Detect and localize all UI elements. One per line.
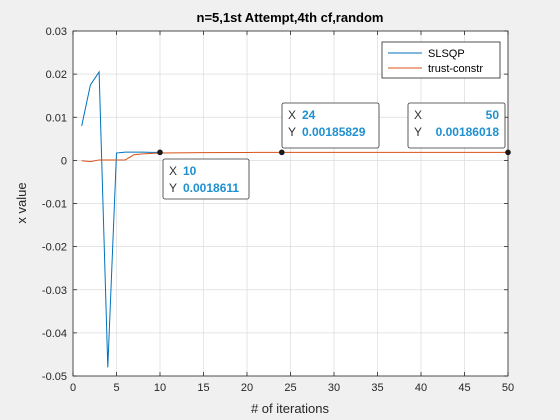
chart-title: n=5,1st Attempt,4th cf,random (197, 10, 384, 25)
datatip-x-value: 50 (486, 108, 500, 122)
x-tick-label: 50 (502, 382, 514, 394)
y-tick-label: -0.04 (42, 328, 67, 340)
y-tick-label: -0.02 (42, 242, 67, 254)
datatip[interactable]: XY 50 0.00186018 (407, 102, 511, 156)
x-tick-label: 0 (70, 382, 76, 394)
datatip-box (162, 158, 250, 200)
y-tick-label: -0.01 (42, 199, 67, 211)
datatip[interactable]: XY 24 0.00185829 (279, 102, 380, 156)
x-tick-label: 45 (458, 382, 470, 394)
legend-box (381, 41, 501, 79)
x-tick-label: 15 (197, 382, 209, 394)
datatip[interactable]: XY 10 0.0018611 (157, 149, 250, 200)
datatip-marker[interactable] (279, 149, 285, 156)
tick-labels: 0 5 10 15 20 25 30 35 40 45 50 0.03 0.02 0.01 0 -0.01 -0… (42, 26, 514, 394)
x-tick-label: 35 (371, 382, 383, 394)
datatip-x-value: 10 (183, 164, 197, 178)
ticks (72, 30, 509, 377)
y-tick-label: 0.01 (46, 112, 67, 124)
datatip-x-key: X (414, 108, 422, 122)
x-tick-label: 30 (328, 382, 340, 394)
x-tick-label: 40 (415, 382, 427, 394)
y-tick-label: -0.03 (42, 285, 67, 297)
datatip-x-value: 24 (302, 108, 316, 122)
x-tick-label: 5 (113, 382, 119, 394)
series-layer (81, 70, 508, 368)
x-axis-label: # of iterations (251, 401, 330, 416)
datatip-y-value: 0.0018611 (183, 181, 239, 195)
datatip-x-key: X (288, 108, 296, 122)
datatip-y-value: 0.00186018 (436, 125, 500, 139)
x-tick-label: 10 (154, 382, 166, 394)
datatips: XY100.0018611XY240.00185829XY500.0018601… (157, 102, 511, 200)
x-tick-label: 20 (241, 382, 253, 394)
series-line-trust-constr (81, 151, 508, 163)
legend-label: trust-constr (428, 63, 483, 75)
datatip-marker[interactable] (505, 149, 511, 156)
legend[interactable]: SLSQP trust-constr (381, 41, 501, 79)
y-tick-label: 0.03 (46, 26, 67, 38)
datatip-x-key: X (169, 164, 177, 178)
x-tick-label: 25 (284, 382, 296, 394)
datatip-y-value: 0.00185829 (302, 125, 366, 139)
series-line-slsqp (81, 70, 160, 368)
y-tick-label: 0.02 (46, 69, 67, 81)
y-tick-label: 0 (61, 155, 67, 167)
datatip-box (281, 102, 380, 149)
datatip-marker[interactable] (157, 149, 163, 156)
datatip-box (407, 102, 506, 149)
y-tick-label: -0.05 (42, 371, 67, 383)
datatip-y-key: Y (169, 181, 177, 195)
y-axis-label: x value (14, 182, 29, 223)
legend-label: SLSQP (428, 48, 465, 60)
datatip-y-key: Y (414, 125, 422, 139)
datatip-y-key: Y (288, 125, 296, 139)
